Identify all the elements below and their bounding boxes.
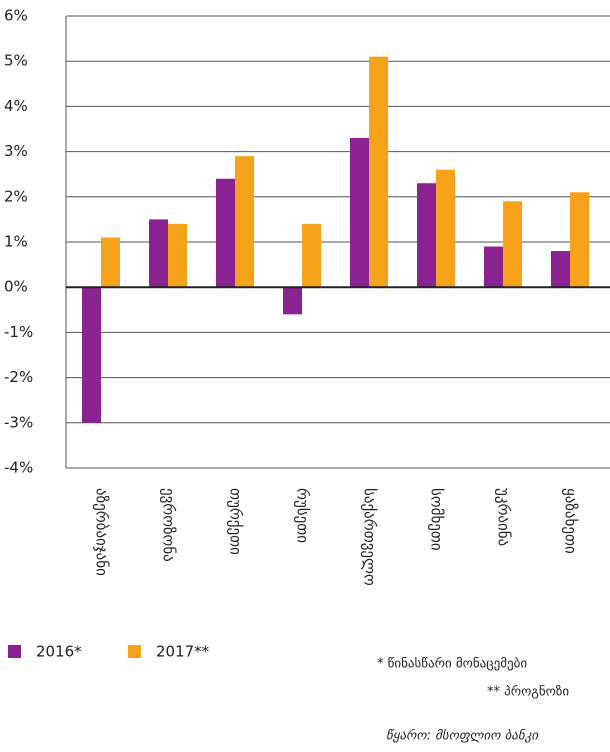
bar [216, 178, 235, 288]
bar [484, 246, 503, 288]
bar [149, 219, 168, 288]
y-tick-label: -4% [4, 459, 33, 477]
note: * წინასწარი მონაცემები [377, 657, 527, 672]
x-tick-label: თურქეთი [227, 488, 245, 555]
y-tick-label: 3% [4, 142, 28, 160]
x-tick-label: საქართველო [361, 488, 379, 586]
x-tick-label: რუსეთი [294, 488, 312, 543]
y-tick-label: -2% [4, 368, 33, 386]
bar [302, 223, 321, 288]
x-tick-label: უკრაინა [495, 488, 513, 546]
bar [283, 287, 302, 315]
y-tick-label: 1% [4, 233, 28, 251]
legend-label: 2017** [156, 643, 210, 661]
bar [436, 169, 455, 288]
x-tick-label: ევროზონა [160, 488, 178, 562]
y-tick-label: 6% [4, 7, 28, 25]
y-tick-label: -1% [4, 323, 33, 341]
x-tick-label: ყაზახეთი [562, 488, 580, 554]
note: ** პროგნოზი [487, 685, 569, 700]
bar [350, 138, 369, 288]
bar [551, 251, 570, 288]
legend-label: 2016* [36, 643, 82, 661]
y-tick-label: 5% [4, 52, 28, 70]
y-tick-label: 4% [4, 97, 28, 115]
bar [570, 192, 589, 288]
legend-swatch [128, 645, 141, 658]
bar [101, 237, 120, 288]
x-tick-label: აზერბაიჯანი [93, 488, 111, 576]
bar [82, 287, 101, 423]
source: წყარო: მსოფლიო ბანკი [386, 729, 539, 744]
y-tick-label: 2% [4, 187, 28, 205]
y-tick-label: -3% [4, 413, 33, 431]
bar [369, 56, 388, 288]
x-tick-label: სომხეთი [428, 488, 446, 551]
bar [235, 156, 254, 288]
y-tick-label: 0% [4, 278, 28, 296]
legend-swatch [8, 645, 21, 658]
bar [168, 223, 187, 288]
bar [417, 183, 436, 288]
bar [503, 201, 522, 288]
